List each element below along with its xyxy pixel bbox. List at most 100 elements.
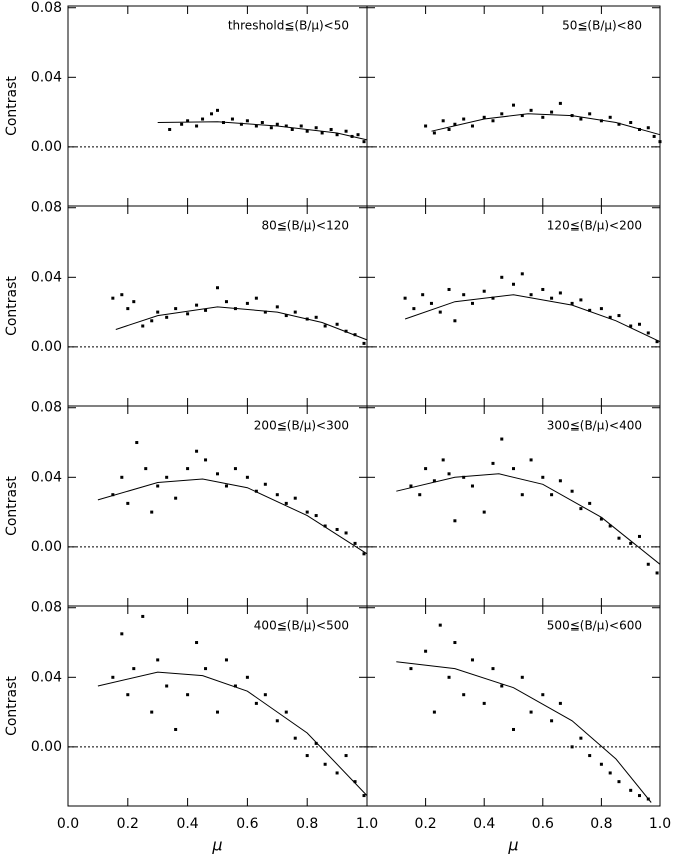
point xyxy=(204,667,208,671)
point xyxy=(453,319,457,323)
y-axis-label: Contrast xyxy=(4,276,20,336)
point xyxy=(174,307,178,311)
point xyxy=(462,117,466,121)
point xyxy=(120,475,124,479)
point xyxy=(529,710,533,714)
point xyxy=(263,693,267,697)
annotation: 80≦(B/μ)<120 xyxy=(261,219,349,233)
point xyxy=(447,472,451,476)
x-axis-label: μ xyxy=(507,836,518,855)
point xyxy=(418,493,422,497)
point xyxy=(617,122,621,126)
point xyxy=(646,562,650,566)
point xyxy=(579,117,583,121)
annotation: 400≦(B/μ)<500 xyxy=(254,619,349,633)
point xyxy=(344,754,348,758)
point xyxy=(216,286,219,290)
point xyxy=(550,493,554,497)
point xyxy=(629,324,633,328)
x-tick-label: 1.0 xyxy=(649,816,671,832)
point xyxy=(245,475,249,479)
point xyxy=(344,129,348,133)
point xyxy=(293,310,297,314)
point xyxy=(570,489,574,493)
point xyxy=(512,467,515,471)
fit-curve xyxy=(431,113,661,136)
y-tick-label: 0.08 xyxy=(31,600,62,616)
point xyxy=(570,745,574,749)
point xyxy=(204,308,208,312)
point xyxy=(529,293,533,297)
point xyxy=(275,122,279,126)
point xyxy=(512,103,515,107)
x-tick-label: 0.0 xyxy=(57,816,79,832)
point xyxy=(245,675,249,679)
point xyxy=(111,675,115,679)
point xyxy=(195,124,199,128)
annotation: 50≦(B/μ)<80 xyxy=(562,19,642,33)
point xyxy=(403,296,407,300)
y-tick-label: 0.04 xyxy=(31,669,62,685)
panel-frame xyxy=(67,205,368,407)
panel-frame xyxy=(67,5,368,207)
point xyxy=(550,296,554,300)
point xyxy=(550,110,554,114)
point xyxy=(432,710,436,714)
annotation: 500≦(B/μ)<600 xyxy=(547,619,642,633)
point xyxy=(429,301,433,305)
point xyxy=(275,493,279,497)
point xyxy=(305,129,309,133)
point xyxy=(150,710,154,714)
point xyxy=(447,127,451,131)
point xyxy=(156,310,160,314)
point xyxy=(314,315,318,319)
fit-curve xyxy=(396,661,652,803)
y-axis-label: Contrast xyxy=(4,76,20,136)
point xyxy=(424,467,428,471)
point xyxy=(263,482,267,486)
fit-curve xyxy=(396,473,661,565)
point xyxy=(233,684,237,688)
point xyxy=(617,536,621,540)
point xyxy=(421,293,425,297)
point xyxy=(174,496,178,500)
point xyxy=(323,524,327,528)
panel-frame xyxy=(67,605,368,807)
point xyxy=(126,501,130,505)
annotation: 200≦(B/μ)<300 xyxy=(254,419,349,433)
point xyxy=(335,322,339,326)
point xyxy=(412,307,416,311)
annotation: threshold≦(B/μ)<50 xyxy=(228,19,349,33)
point xyxy=(558,479,562,483)
point xyxy=(637,322,641,326)
point xyxy=(353,780,357,784)
point xyxy=(500,437,504,441)
point xyxy=(529,108,533,112)
point xyxy=(512,727,515,731)
point xyxy=(655,340,659,344)
point xyxy=(512,282,515,286)
point xyxy=(195,449,199,453)
y-tick-label: 0.00 xyxy=(31,139,62,155)
point xyxy=(520,493,524,497)
point xyxy=(174,727,178,731)
point xyxy=(126,693,130,697)
fit-curve xyxy=(97,671,368,796)
x-tick-label: 0.2 xyxy=(414,816,436,832)
point xyxy=(588,501,592,505)
point xyxy=(424,124,428,128)
point xyxy=(275,719,279,723)
point xyxy=(111,296,115,300)
point xyxy=(409,484,413,488)
point xyxy=(245,119,249,123)
point xyxy=(120,632,124,636)
point xyxy=(550,719,554,723)
point xyxy=(335,771,339,775)
point xyxy=(541,475,545,479)
point xyxy=(629,788,633,792)
point xyxy=(570,301,574,305)
point xyxy=(362,552,366,556)
point xyxy=(637,794,641,798)
point xyxy=(144,467,148,471)
point xyxy=(541,287,545,291)
